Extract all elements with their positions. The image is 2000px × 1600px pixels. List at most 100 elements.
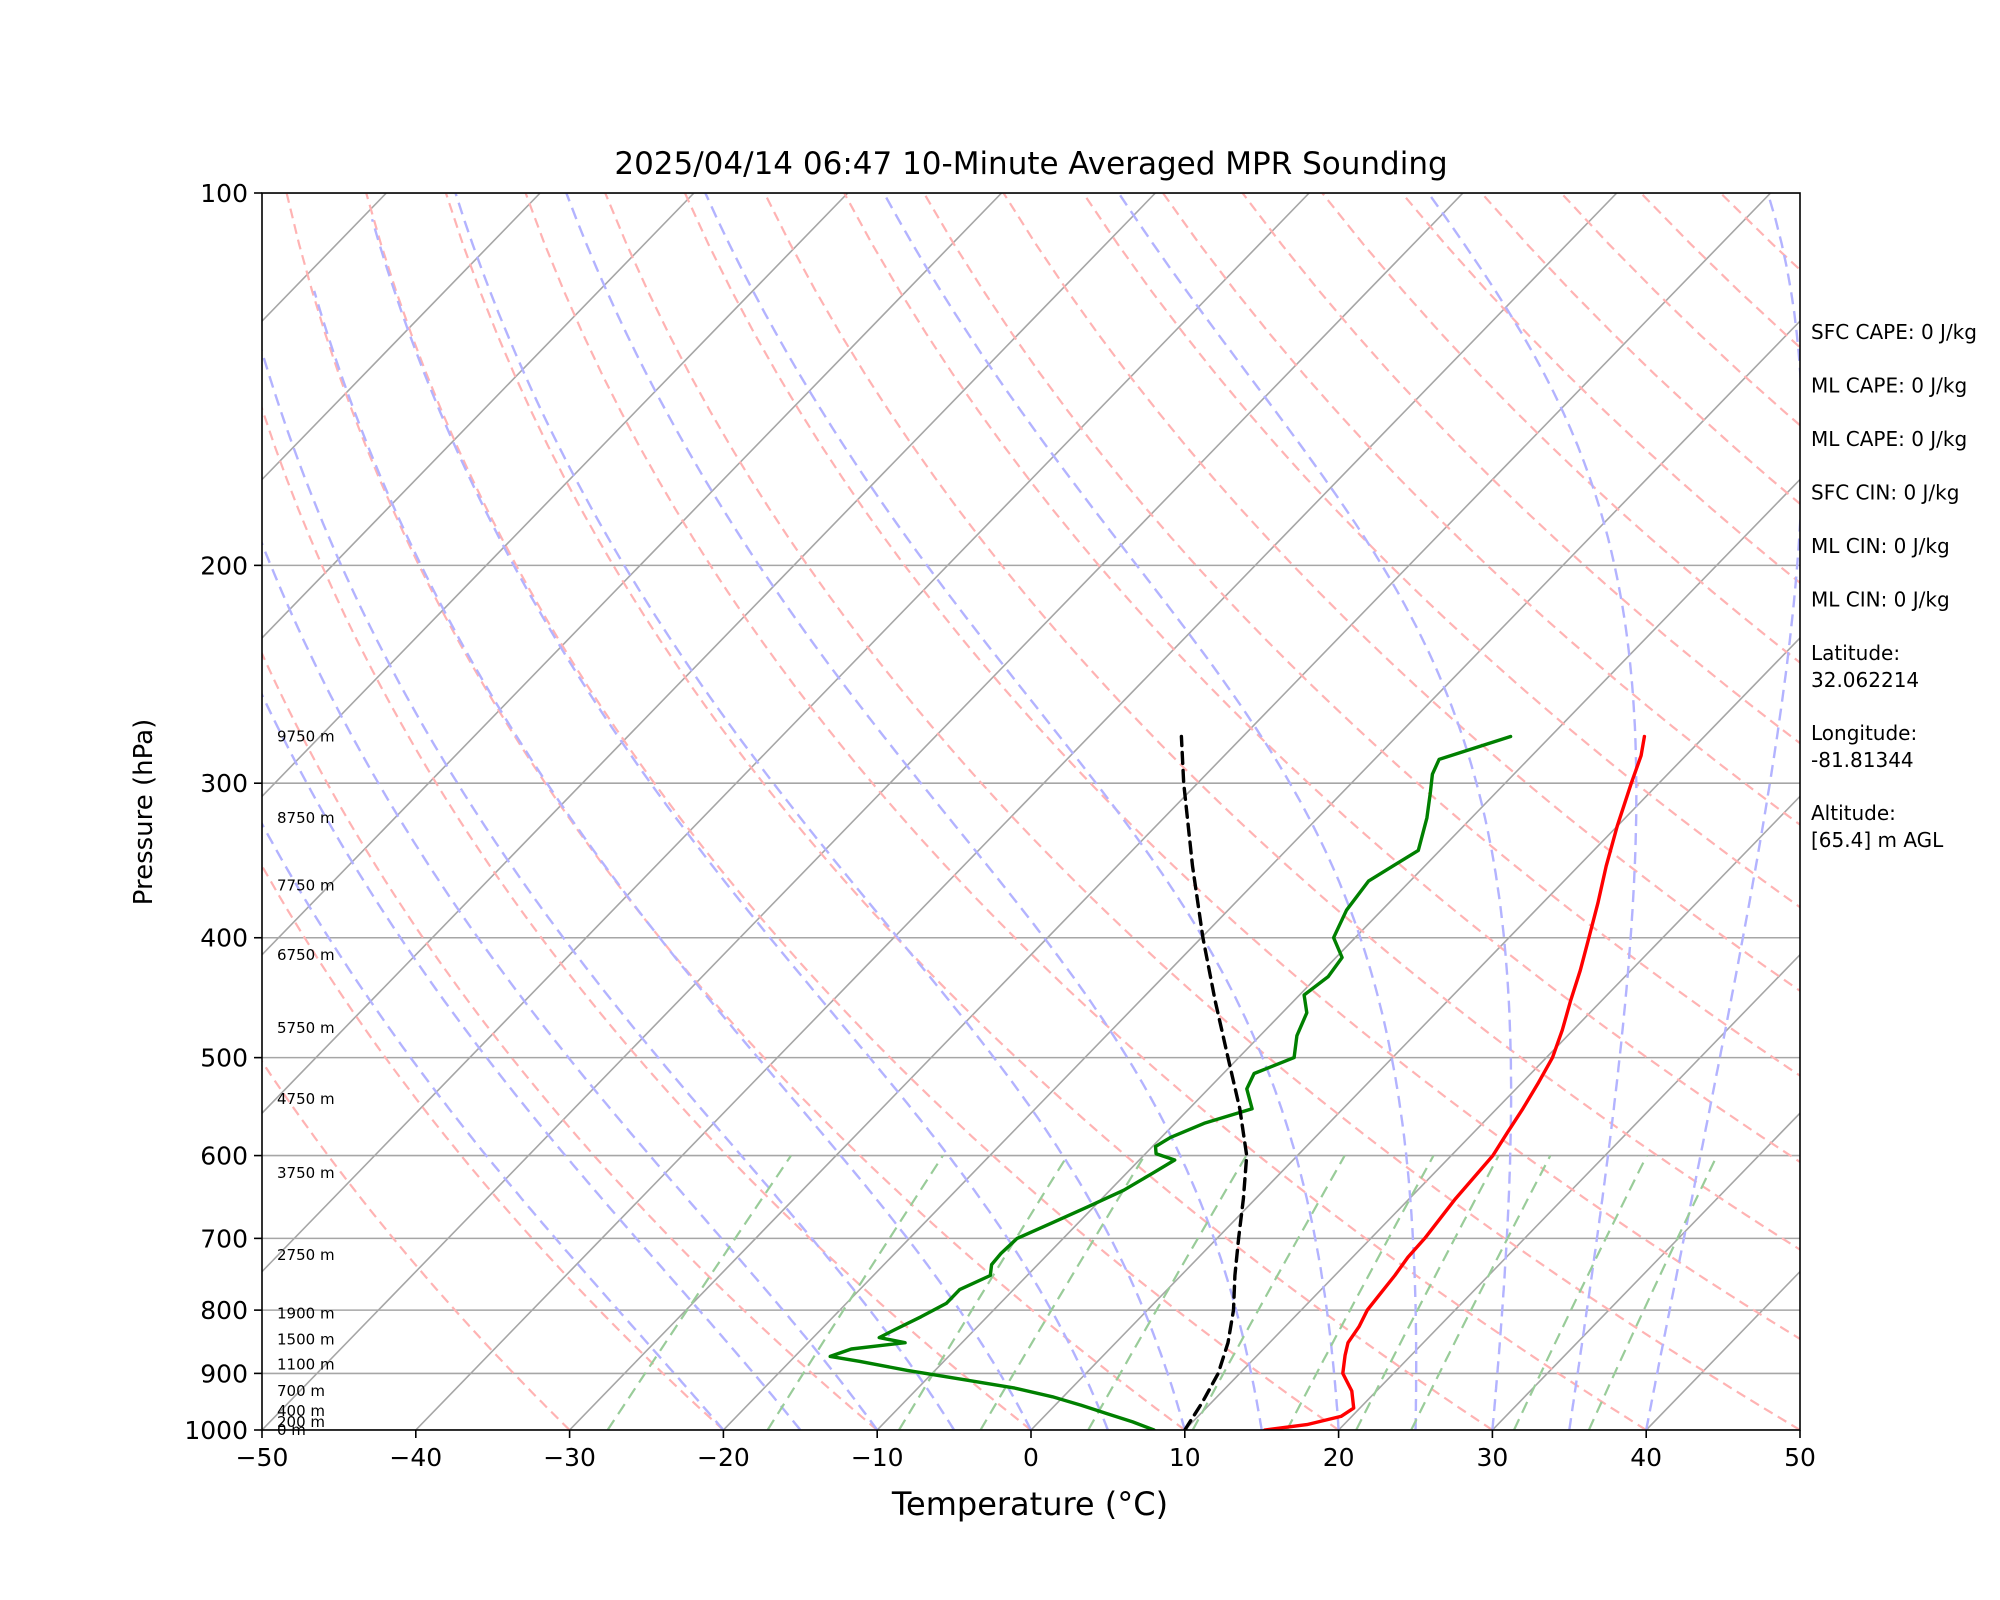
dry-adiabat-line [444, 193, 1494, 1430]
y-tick-label: 900 [200, 1359, 248, 1388]
height-label: 3750 m [277, 1164, 335, 1182]
height-label: 1100 m [277, 1355, 335, 1373]
isotherm-line [0, 193, 79, 1430]
moist-adiabat-line [1117, 193, 1513, 1430]
mixing-ratio-line [1587, 1155, 1718, 1430]
height-label: 8750 m [277, 809, 335, 827]
dry-adiabat-line [262, 1059, 571, 1430]
mixing-ratio-line [606, 1154, 792, 1430]
height-label: 700 m [277, 1382, 325, 1400]
x-tick-label: 30 [1476, 1443, 1508, 1472]
isotherm-line [1338, 953, 1800, 1430]
moist-adiabat-line [262, 540, 879, 1430]
y-tick-label: 300 [200, 769, 248, 798]
isotherm-line [262, 193, 695, 640]
isotherm-line [876, 478, 1800, 1430]
x-tick-label: −50 [236, 1443, 289, 1472]
isotherm-line [262, 193, 849, 798]
isotherm-line [262, 193, 1156, 1115]
index-line: Longitude: [1811, 721, 1917, 745]
height-label: 200 m [277, 1413, 325, 1431]
mixing-ratio-line [979, 1155, 1146, 1430]
x-tick-label: −30 [543, 1443, 596, 1472]
x-tick-label: 20 [1323, 1443, 1355, 1472]
x-tick-label: 0 [1023, 1443, 1039, 1472]
y-tick-label: 100 [200, 179, 248, 208]
x-tick-label: 50 [1784, 1443, 1816, 1472]
height-label: 1900 m [277, 1305, 335, 1323]
moist-adiabat-line [262, 347, 956, 1430]
isotherm-line [415, 193, 1618, 1430]
dry-adiabat-line [843, 193, 1800, 1164]
dry-adiabat-line [1162, 193, 1800, 827]
x-tick-label: −40 [389, 1443, 442, 1472]
dewpoint-profile-line [828, 734, 1513, 1430]
index-line: Latitude: [1811, 641, 1900, 665]
dry-adiabat-line [922, 193, 1800, 1078]
moist-adiabat-line [882, 193, 1418, 1430]
index-line: Altitude: [1811, 801, 1896, 825]
moist-adiabat-line [370, 218, 1110, 1430]
dry-adiabat-line [262, 404, 1032, 1430]
x-tick-label: 10 [1169, 1443, 1201, 1472]
isotherm-line [1491, 1112, 1800, 1430]
moist-adiabat-line [704, 193, 1340, 1430]
y-tick-label: 1000 [184, 1416, 248, 1445]
x-tick-label: −10 [851, 1443, 904, 1472]
plot-frame [261, 192, 1801, 1431]
moist-adiabat-line [1427, 193, 1638, 1430]
mixing-ratio-line [1087, 1155, 1248, 1430]
height-label: 1500 m [277, 1331, 335, 1349]
isotherm-line [569, 193, 1772, 1430]
mixing-ratio-line [766, 1155, 944, 1430]
isotherm-line [262, 193, 1464, 1430]
index-line: ML CAPE: 0 J/kg [1811, 427, 1967, 451]
y-tick-label: 800 [200, 1296, 248, 1325]
height-label: 4750 m [277, 1090, 335, 1108]
x-tick-label: 40 [1630, 1443, 1662, 1472]
mixing-ratio-line [1191, 1155, 1346, 1430]
mixing-ratio-line [1285, 1155, 1435, 1430]
y-tick-label: 500 [200, 1044, 248, 1073]
dry-adiabat-line [604, 193, 1800, 1430]
y-tick-label: 400 [200, 924, 248, 953]
dry-adiabat-line [524, 193, 1647, 1430]
isotherm-line [0, 193, 233, 1430]
dry-adiabat-line [365, 193, 1340, 1430]
height-label: 5750 m [277, 1019, 335, 1037]
x-axis-label: Temperature (°C) [891, 1485, 1168, 1523]
index-line: ML CIN: 0 J/kg [1811, 534, 1950, 558]
y-tick-label: 700 [200, 1224, 248, 1253]
moist-adiabat-line [1645, 193, 1800, 1430]
dry-adiabat-line [262, 651, 878, 1430]
dry-adiabat-line [262, 863, 725, 1430]
dry-adiabat-line [763, 193, 1800, 1251]
moist-adiabat-line [262, 692, 802, 1430]
index-line: ML CIN: 0 J/kg [1811, 588, 1950, 612]
x-axis-ticks: −50 −40 −30 −20 −10 0 10 20 30 40 50 [236, 1430, 1816, 1472]
height-label: 7750 m [277, 877, 335, 895]
index-value: [65.4] m AGL [1811, 828, 1944, 852]
mixing-ratio-line [1355, 1155, 1500, 1430]
moist-adiabat-line [565, 193, 1263, 1430]
x-tick-label: −20 [697, 1443, 750, 1472]
dry-adiabat-line [1241, 193, 1800, 745]
y-tick-label: 200 [200, 551, 248, 580]
isotherm-line [1030, 636, 1800, 1430]
isotherm-line [262, 193, 1003, 956]
index-line: SFC CIN: 0 J/kg [1811, 481, 1959, 505]
indices-panel: SFC CAPE: 0 J/kg ML CAPE: 0 J/kg ML CAPE: … [1811, 320, 1977, 852]
mixing-ratio-line [1513, 1155, 1648, 1430]
height-label: 400 m [277, 1402, 325, 1420]
height-label: 6750 m [277, 946, 335, 964]
y-axis-ticks: 100 200 300 400 500 600 700 800 900 1000 [184, 179, 262, 1445]
height-label: 9750 m [277, 728, 335, 746]
y-tick-label: 600 [200, 1142, 248, 1171]
isotherm-line [1184, 795, 1800, 1430]
index-line: ML CAPE: 0 J/kg [1811, 374, 1967, 398]
temperature-profile-line [1263, 734, 1647, 1430]
dry-adiabat-line [683, 193, 1800, 1341]
moist-adiabat-line [262, 821, 725, 1430]
mixing-ratio-line [898, 1155, 1069, 1430]
